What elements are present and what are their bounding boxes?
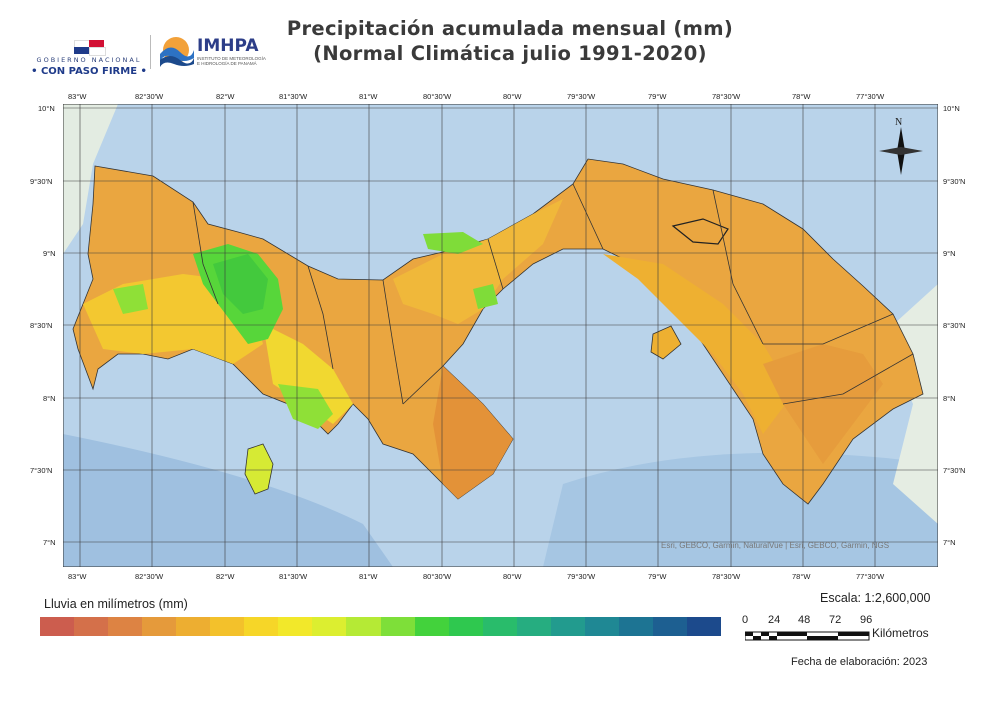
map-title-line2: (Normal Climática julio 1991-2020) [313, 42, 707, 65]
gobierno-text: GOBIERNO NACIONAL [36, 56, 142, 64]
lat-tick-left: 9°N [43, 249, 56, 258]
legend-swatch [346, 617, 381, 636]
panama-flag-icon [74, 40, 106, 56]
scale-tick: 72 [829, 614, 842, 626]
lon-tick-top: 78°30'W [712, 92, 741, 101]
lat-tick-right: 7°30'N [943, 466, 966, 475]
legend-color-bar [40, 617, 722, 636]
lon-tick-bottom: 82°30'W [135, 572, 164, 581]
map-attribution: Esri, GEBCO, Garmin, NaturalVue | Esri, … [661, 541, 890, 550]
lat-tick-right: 10°N [943, 104, 960, 113]
lon-tick-top: 81°30'W [279, 92, 308, 101]
lat-tick-right: 8°N [943, 394, 956, 403]
logo-divider [150, 35, 151, 69]
scale-tick: 96 [860, 614, 873, 626]
lat-tick-right: 9°N [943, 249, 956, 258]
legend-swatch [142, 617, 177, 636]
lon-tick-top: 83°W [68, 92, 87, 101]
legend-swatch [516, 617, 552, 636]
lon-tick-bottom: 78°30'W [712, 572, 741, 581]
map-canvas [62, 103, 939, 568]
north-label: N [895, 117, 903, 128]
legend-swatch [448, 617, 484, 636]
lon-tick-top: 78°W [792, 92, 811, 101]
legend-swatch [380, 617, 416, 636]
lon-tick-top: 79°30'W [567, 92, 596, 101]
legend-swatch [74, 617, 109, 636]
map-title-line1: Precipitación acumulada mensual (mm) [286, 17, 734, 40]
lat-tick-right: 7°N [943, 538, 956, 547]
lon-tick-bottom: 83°W [68, 572, 87, 581]
scale-text: Escala: 1:2,600,000 [820, 591, 931, 605]
lon-tick-top: 82°W [216, 92, 235, 101]
lat-tick-left: 9°30'N [30, 177, 53, 186]
legend-swatch [584, 617, 620, 636]
legend-swatch [176, 617, 211, 636]
legend-swatch [210, 617, 245, 636]
imhpa-name: IMHPA [197, 36, 259, 56]
legend-swatch [550, 617, 586, 636]
fecha-elaboracion: Fecha de elaboración: 2023 [791, 656, 928, 668]
lat-tick-left: 8°N [43, 394, 56, 403]
legend-swatch [312, 617, 347, 636]
legend-title: Lluvia en milímetros (mm) [44, 597, 188, 611]
scale-unit: Kilómetros [872, 626, 929, 640]
legend-swatch [618, 617, 654, 636]
lat-tick-right: 8°30'N [943, 321, 966, 330]
map-title: Precipitación acumulada mensual (mm) (No… [240, 16, 780, 66]
legend-swatch [108, 617, 143, 636]
lon-tick-top: 80°30'W [423, 92, 452, 101]
lon-tick-bottom: 79°30'W [567, 572, 596, 581]
lon-tick-top: 79°W [648, 92, 667, 101]
lon-tick-bottom: 78°W [792, 572, 811, 581]
imhpa-subtitle: INSTITUTO DE METEOROLOGÍA E HIDROLOGÍA D… [197, 56, 266, 66]
imhpa-logo: IMHPA INSTITUTO DE METEOROLOGÍA E HIDROL… [156, 34, 266, 70]
lon-tick-bottom: 81°W [359, 572, 378, 581]
legend-swatch [652, 617, 688, 636]
north-arrow-icon [879, 127, 923, 175]
legend-swatch [40, 617, 75, 636]
lon-tick-bottom: 79°W [648, 572, 667, 581]
lat-tick-left: 8°30'N [30, 321, 53, 330]
gobierno-logo: GOBIERNO NACIONAL • CON PASO FIRME • [30, 40, 148, 77]
map-frame: N Esri, GEBCO, Garmin, NaturalVue | Esri… [62, 103, 939, 568]
legend-swatch [244, 617, 279, 636]
scale-tick: 0 [742, 614, 749, 626]
lat-tick-left: 10°N [38, 104, 55, 113]
lat-tick-left: 7°30'N [30, 466, 53, 475]
lon-tick-bottom: 82°W [216, 572, 235, 581]
scale-tick: 48 [798, 614, 811, 626]
lon-tick-bottom: 77°30'W [856, 572, 885, 581]
legend-swatch [278, 617, 313, 636]
lon-tick-top: 81°W [359, 92, 378, 101]
lon-tick-bottom: 81°30'W [279, 572, 308, 581]
scale-tick: 24 [768, 614, 781, 626]
lat-tick-left: 7°N [43, 538, 56, 547]
lon-tick-top: 82°30'W [135, 92, 164, 101]
scale-bar [744, 628, 870, 646]
legend-swatch [414, 617, 450, 636]
legend-swatch [482, 617, 518, 636]
paso-firme-text: • CON PASO FIRME • [31, 66, 147, 77]
lon-tick-top: 77°30'W [856, 92, 885, 101]
lon-tick-bottom: 80°30'W [423, 572, 452, 581]
imhpa-wave-icon [160, 37, 194, 67]
lon-tick-top: 80°W [503, 92, 522, 101]
legend-swatch [686, 617, 722, 636]
lat-tick-right: 9°30'N [943, 177, 966, 186]
lon-tick-bottom: 80°W [503, 572, 522, 581]
